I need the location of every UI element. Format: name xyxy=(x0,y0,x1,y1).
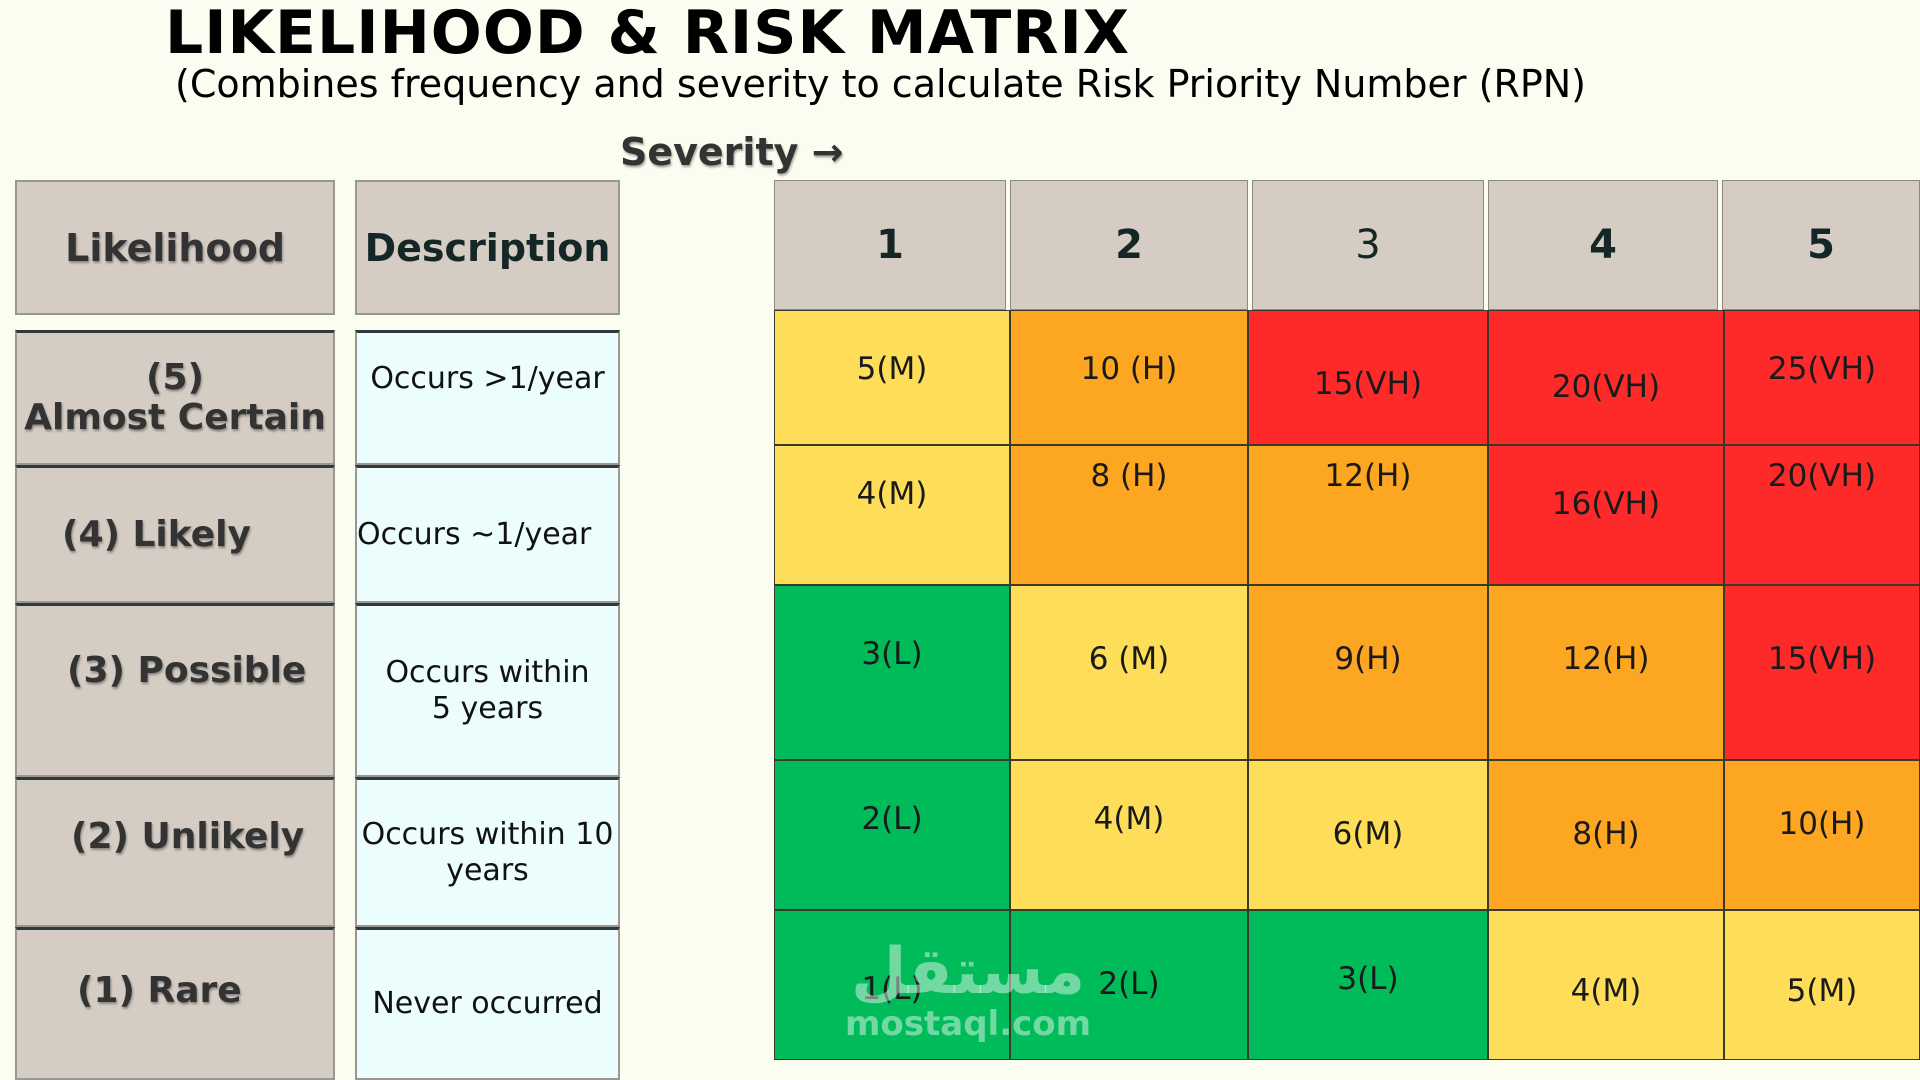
likelihood-row-5: (5) Almost Certain xyxy=(15,330,335,465)
risk-cell-r5-s4: 20(VH) xyxy=(1488,310,1724,445)
risk-cell-value: 4(M) xyxy=(1570,973,1642,1009)
risk-cell-value: 6(M) xyxy=(1332,816,1404,852)
risk-cell-r5-s5: 25(VH) xyxy=(1724,310,1920,445)
risk-cell-r4-s4: 16(VH) xyxy=(1488,445,1724,585)
risk-cell-r4-s2: 8 (H) xyxy=(1010,445,1248,585)
likelihood-row-4: (4) Likely xyxy=(15,465,335,603)
risk-cell-value: 8(H) xyxy=(1572,816,1640,852)
risk-cell-value: 10(H) xyxy=(1778,806,1866,842)
likelihood-row-2: (2) Unlikely xyxy=(15,777,335,927)
likelihood-row-2-label: (2) Unlikely xyxy=(71,816,305,857)
risk-cell-r5-s1: 5(M) xyxy=(774,310,1010,445)
description-row-1-text: Never occurred xyxy=(372,986,603,1021)
risk-cell-value: 5(M) xyxy=(1786,973,1858,1009)
likelihood-header: Likelihood xyxy=(15,180,335,315)
description-row-2: Occurs within 10 years xyxy=(355,777,620,927)
risk-cell-r2-s1: 2(L) xyxy=(774,760,1010,910)
risk-cell-value: 25(VH) xyxy=(1767,351,1877,387)
severity-header-3: 3 xyxy=(1252,180,1484,310)
risk-cell-r2-s5: 10(H) xyxy=(1724,760,1920,910)
risk-cell-r4-s1: 4(M) xyxy=(774,445,1010,585)
risk-cell-value: 15(VH) xyxy=(1767,641,1877,677)
description-row-4: Occurs ~1/year xyxy=(355,465,620,603)
page-subtitle: (Combines frequency and severity to calc… xyxy=(175,62,1587,106)
risk-cell-value: 12(H) xyxy=(1562,641,1650,677)
risk-cell-value: 20(VH) xyxy=(1551,369,1661,405)
description-row-3-line1: Occurs within xyxy=(385,654,590,690)
risk-cell-r1-s4: 4(M) xyxy=(1488,910,1724,1060)
description-header-label: Description xyxy=(364,225,611,270)
description-row-5: Occurs >1/year xyxy=(355,330,620,465)
risk-cell-r3-s2: 6 (M) xyxy=(1010,585,1248,760)
risk-cell-r4-s3: 12(H) xyxy=(1248,445,1488,585)
severity-axis-label: Severity → xyxy=(620,130,844,174)
description-row-5-text: Occurs >1/year xyxy=(370,361,605,396)
risk-cell-r5-s3: 15(VH) xyxy=(1248,310,1488,445)
risk-cell-value: 3(L) xyxy=(861,636,923,672)
likelihood-row-4-label: (4) Likely xyxy=(62,514,251,555)
page-title: LIKELIHOOD & RISK MATRIX xyxy=(165,0,1131,68)
risk-cell-r3-s5: 15(VH) xyxy=(1724,585,1920,760)
severity-header-4: 4 xyxy=(1488,180,1718,310)
risk-cell-r3-s4: 12(H) xyxy=(1488,585,1724,760)
severity-header-5-label: 5 xyxy=(1807,222,1835,268)
risk-cell-value: 20(VH) xyxy=(1767,458,1877,494)
risk-cell-value: 2(L) xyxy=(861,801,923,837)
likelihood-row-3-label: (3) Possible xyxy=(67,650,307,691)
risk-cell-value: 2(L) xyxy=(1098,966,1160,1002)
risk-cell-value: 9(H) xyxy=(1334,641,1402,677)
description-header: Description xyxy=(355,180,620,315)
description-row-2-line1: Occurs within 10 xyxy=(361,816,614,852)
risk-cell-value: 16(VH) xyxy=(1551,486,1661,522)
risk-cell-value: 12(H) xyxy=(1324,458,1412,494)
risk-cell-r1-s5: 5(M) xyxy=(1724,910,1920,1060)
risk-cell-r2-s3: 6(M) xyxy=(1248,760,1488,910)
risk-cell-value: 4(M) xyxy=(1093,801,1165,837)
description-row-1: Never occurred xyxy=(355,927,620,1080)
severity-header-1: 1 xyxy=(774,180,1006,310)
severity-header-5: 5 xyxy=(1722,180,1920,310)
risk-cell-value: 6 (M) xyxy=(1088,641,1170,677)
likelihood-row-3: (3) Possible xyxy=(15,603,335,777)
risk-cell-value: 15(VH) xyxy=(1313,366,1423,402)
risk-cell-value: 3(L) xyxy=(1337,961,1399,997)
risk-cell-r1-s1: 1(L) xyxy=(774,910,1010,1060)
risk-cell-value: 4(M) xyxy=(856,476,928,512)
likelihood-row-5-text: Almost Certain xyxy=(24,397,326,438)
risk-cell-value: 10 (H) xyxy=(1080,351,1178,387)
risk-cell-r1-s2: 2(L) xyxy=(1010,910,1248,1060)
severity-header-2-label: 2 xyxy=(1115,222,1143,268)
severity-header-1-label: 1 xyxy=(876,222,904,268)
risk-cell-r3-s3: 9(H) xyxy=(1248,585,1488,760)
severity-header-4-label: 4 xyxy=(1589,222,1617,268)
description-row-3-line2: 5 years xyxy=(431,690,544,726)
severity-header-2: 2 xyxy=(1010,180,1248,310)
risk-cell-r3-s1: 3(L) xyxy=(774,585,1010,760)
risk-cell-r4-s5: 20(VH) xyxy=(1724,445,1920,585)
likelihood-header-label: Likelihood xyxy=(65,225,285,270)
risk-cell-r5-s2: 10 (H) xyxy=(1010,310,1248,445)
risk-cell-r2-s2: 4(M) xyxy=(1010,760,1248,910)
likelihood-row-1: (1) Rare xyxy=(15,927,335,1080)
description-row-4-text: Occurs ~1/year xyxy=(357,516,592,552)
risk-cell-value: 1(L) xyxy=(861,971,923,1007)
risk-cell-r2-s4: 8(H) xyxy=(1488,760,1724,910)
likelihood-row-5-number: (5) xyxy=(146,357,204,399)
severity-header-3-label: 3 xyxy=(1355,222,1381,268)
risk-cell-value: 8 (H) xyxy=(1090,458,1168,494)
description-row-2-line2: years xyxy=(446,852,529,888)
risk-cell-r1-s3: 3(L) xyxy=(1248,910,1488,1060)
risk-cell-value: 5(M) xyxy=(856,351,928,387)
description-row-3: Occurs within 5 years xyxy=(355,603,620,777)
likelihood-row-1-label: (1) Rare xyxy=(77,970,242,1011)
